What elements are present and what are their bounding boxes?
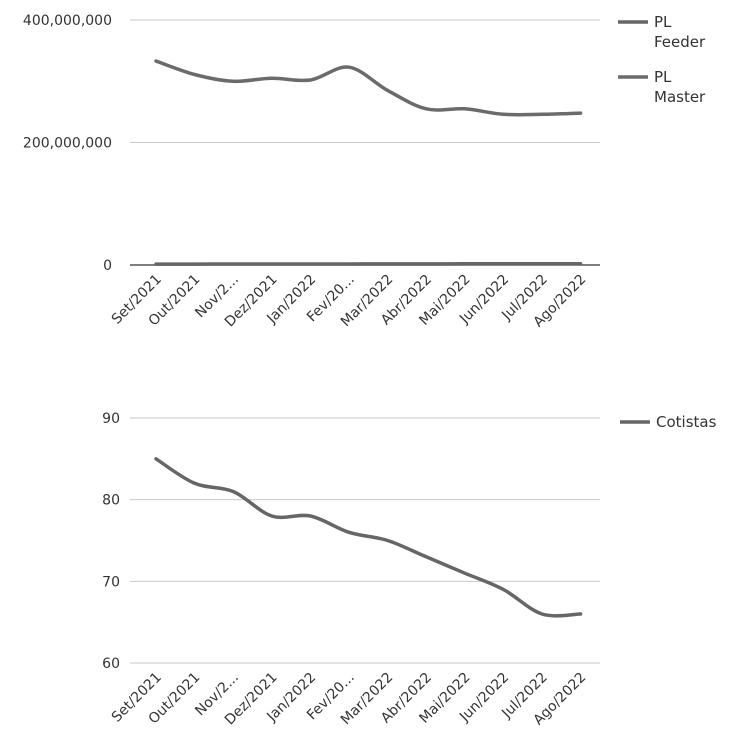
chart-1: 0200,000,000400,000,000Set/2021Out/2021N… (23, 13, 706, 330)
legend-label: PL (654, 68, 672, 86)
legend-label: Cotistas (656, 413, 717, 431)
y-tick-label: 0 (103, 258, 112, 274)
y-tick-label: 400,000,000 (23, 13, 112, 29)
y-tick-label: 200,000,000 (23, 136, 112, 152)
y-tick-label: 90 (102, 411, 120, 427)
legend-label: PL (654, 13, 672, 31)
series-line-cotistas (156, 459, 581, 616)
chart-2: 60708090Set/2021Out/2021Nov/2...Dez/2021… (102, 411, 716, 728)
y-tick-label: 70 (102, 574, 120, 590)
legend-label: Feeder (654, 33, 706, 51)
y-tick-label: 60 (102, 656, 120, 672)
series-line-pl-master (156, 61, 581, 115)
legend-label: Master (654, 88, 706, 106)
y-tick-label: 80 (102, 493, 120, 509)
